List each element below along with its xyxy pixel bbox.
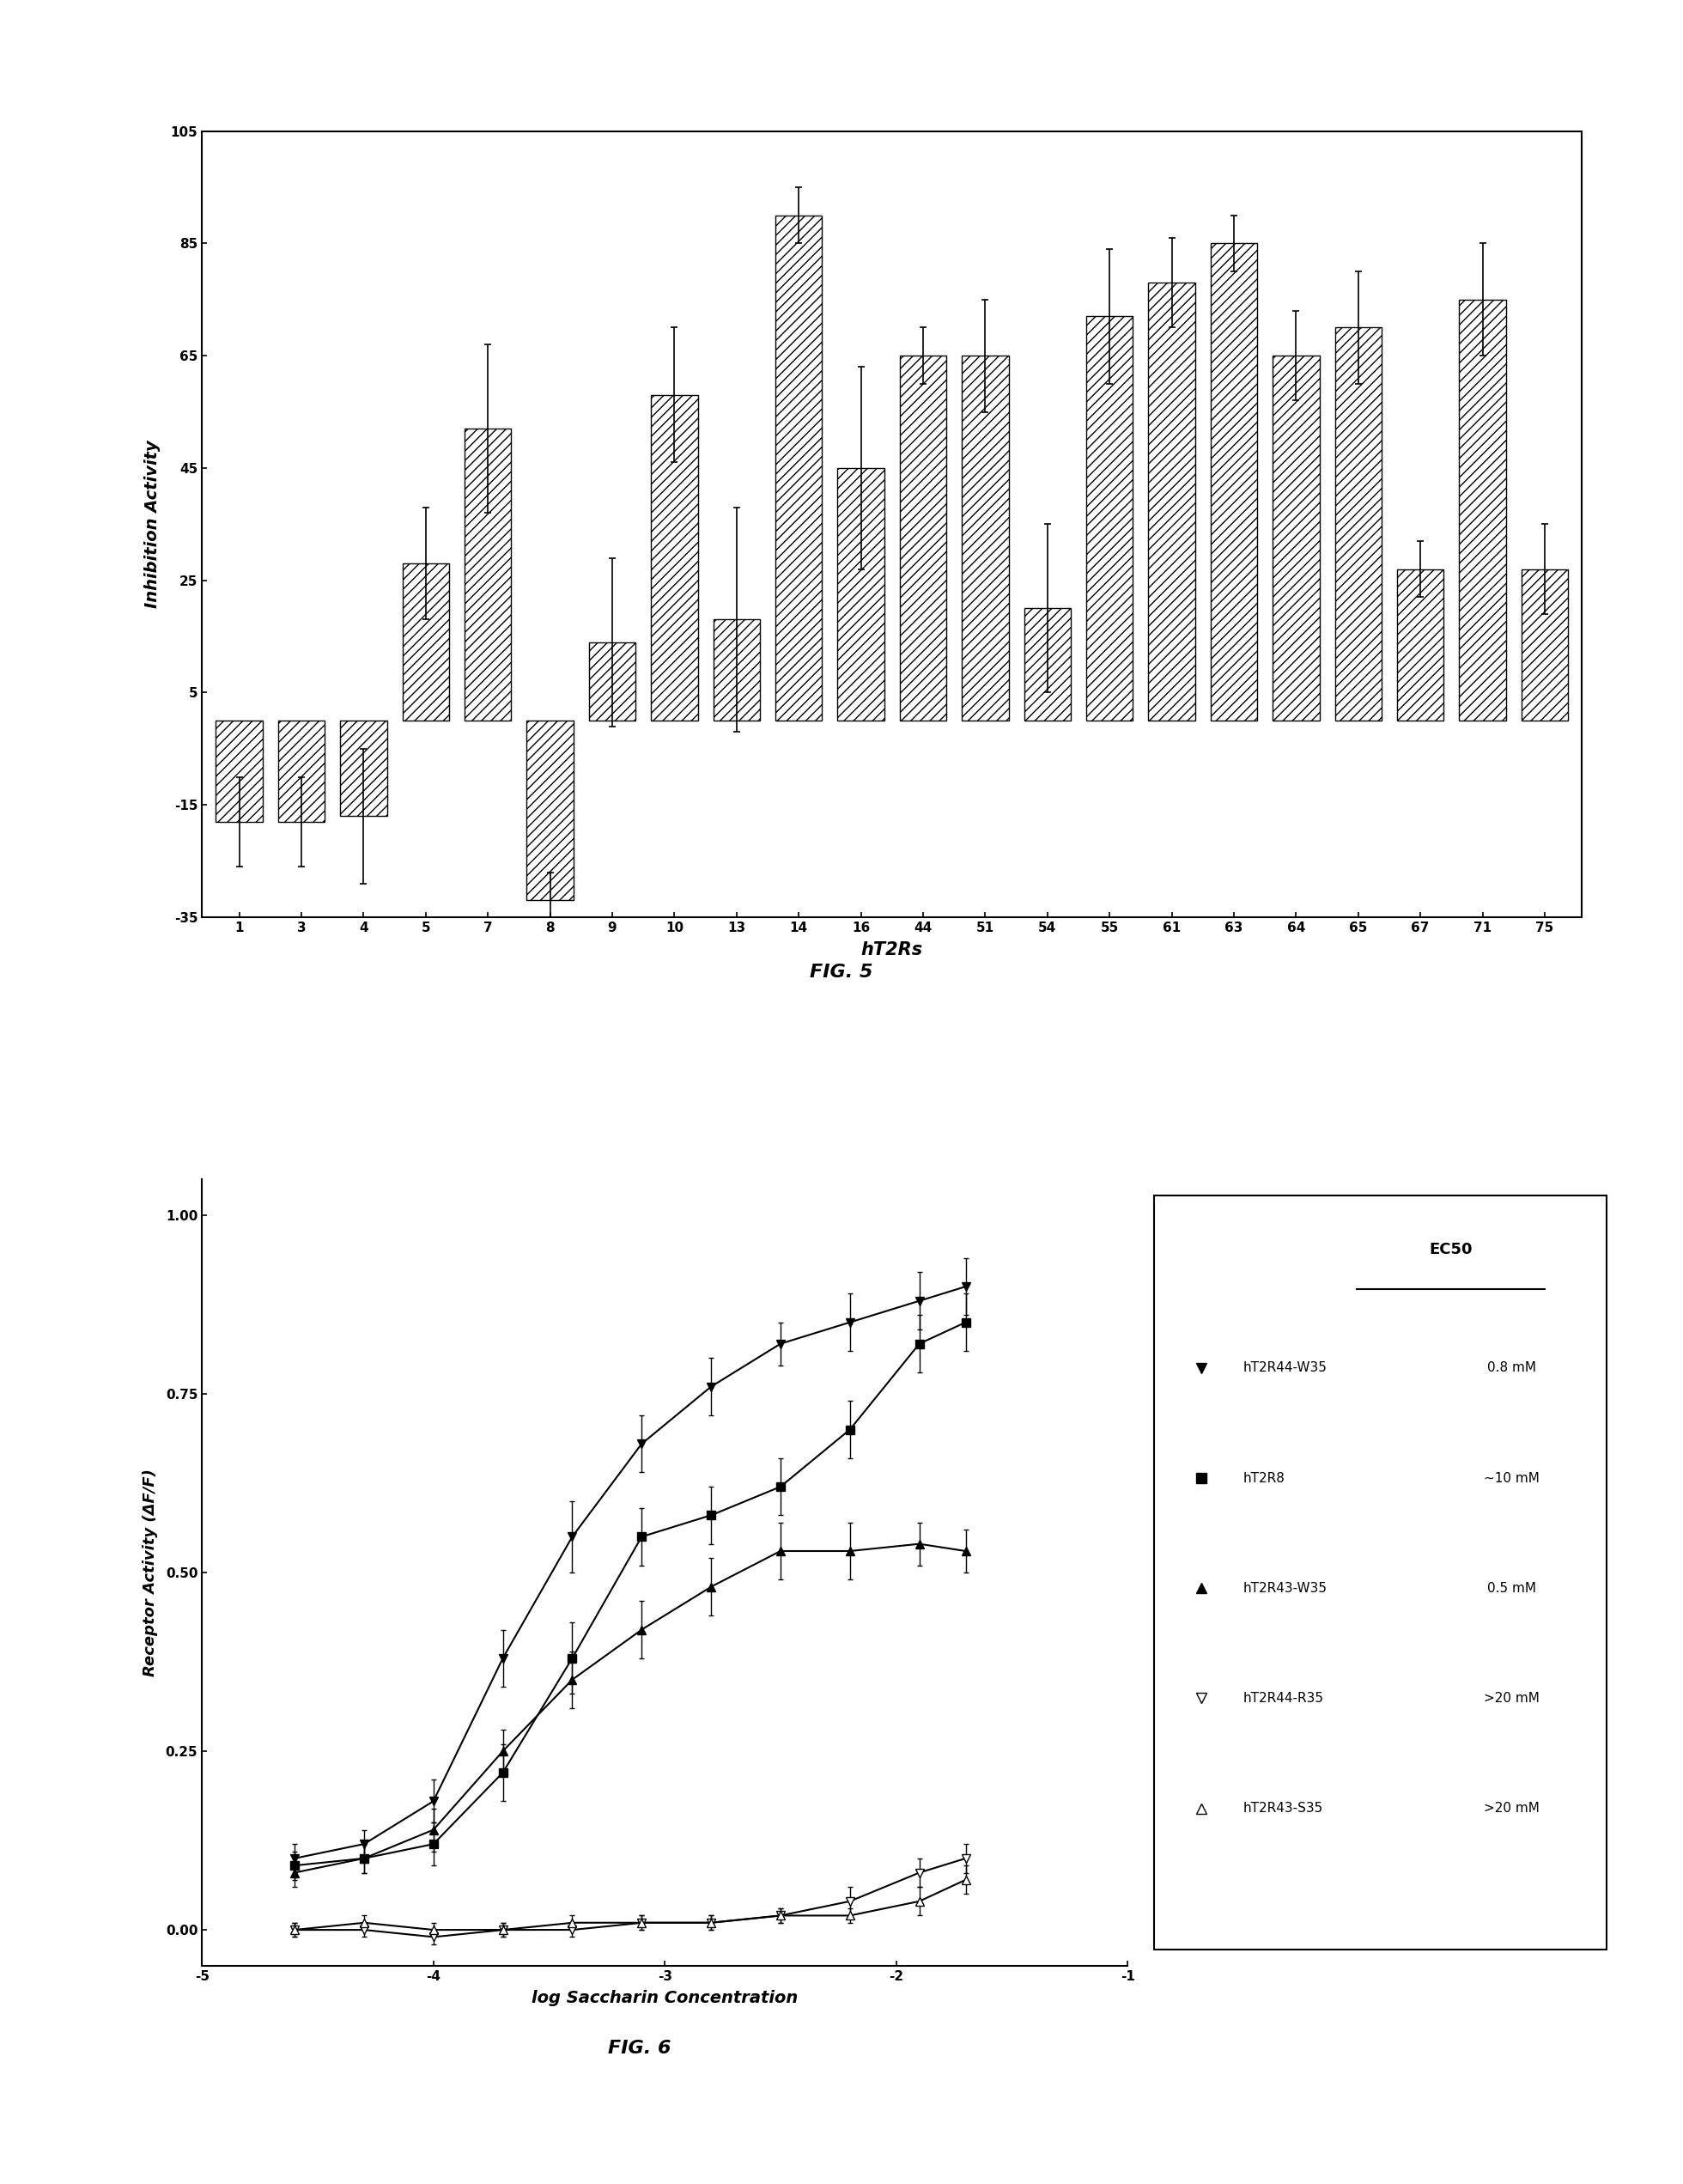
Bar xyxy=(714,620,761,721)
Bar xyxy=(1086,317,1133,721)
Text: hT2R44-W35: hT2R44-W35 xyxy=(1244,1361,1328,1374)
Y-axis label: Inhibition Activity: Inhibition Activity xyxy=(145,441,162,607)
Text: >20 mM: >20 mM xyxy=(1484,1802,1540,1815)
Bar xyxy=(465,428,512,721)
Y-axis label: Receptor Activity (ΔF/F): Receptor Activity (ΔF/F) xyxy=(143,1468,158,1677)
Bar xyxy=(340,721,387,817)
Bar xyxy=(1272,356,1319,721)
FancyBboxPatch shape xyxy=(1155,1195,1606,1950)
Bar xyxy=(1335,328,1382,721)
Bar xyxy=(651,395,698,721)
Text: hT2R43-S35: hT2R43-S35 xyxy=(1244,1802,1323,1815)
Bar xyxy=(1023,609,1070,721)
Text: FIG. 6: FIG. 6 xyxy=(608,2040,672,2057)
Text: hT2R8: hT2R8 xyxy=(1244,1472,1286,1485)
Bar xyxy=(1397,570,1444,721)
Text: 0.8 mM: 0.8 mM xyxy=(1488,1361,1537,1374)
Bar xyxy=(527,721,574,900)
Bar xyxy=(838,467,884,721)
Bar xyxy=(1459,299,1506,721)
Text: hT2R44-R35: hT2R44-R35 xyxy=(1244,1693,1325,1706)
Bar xyxy=(215,721,263,821)
Text: FIG. 5: FIG. 5 xyxy=(810,963,873,981)
Bar xyxy=(900,356,946,721)
Bar xyxy=(1148,282,1195,721)
Bar xyxy=(1521,570,1569,721)
X-axis label: hT2Rs: hT2Rs xyxy=(862,941,922,959)
Bar xyxy=(776,216,821,721)
Bar xyxy=(278,721,325,821)
Bar xyxy=(402,563,449,721)
Text: hT2R43-W35: hT2R43-W35 xyxy=(1244,1581,1328,1594)
Text: ~10 mM: ~10 mM xyxy=(1484,1472,1540,1485)
Text: >20 mM: >20 mM xyxy=(1484,1693,1540,1706)
Bar xyxy=(589,642,636,721)
X-axis label: log Saccharin Concentration: log Saccharin Concentration xyxy=(532,1990,798,2007)
Bar xyxy=(1210,242,1257,721)
Text: 0.5 mM: 0.5 mM xyxy=(1488,1581,1537,1594)
Bar xyxy=(963,356,1008,721)
Text: EC50: EC50 xyxy=(1429,1243,1473,1258)
